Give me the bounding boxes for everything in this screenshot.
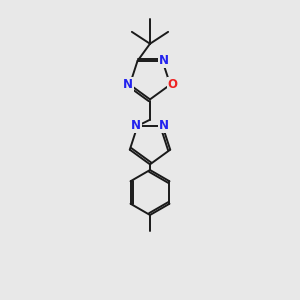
Text: N: N: [159, 119, 169, 132]
Text: O: O: [168, 78, 178, 91]
Text: N: N: [123, 78, 133, 91]
Text: N: N: [159, 54, 169, 67]
Text: N: N: [131, 119, 141, 132]
